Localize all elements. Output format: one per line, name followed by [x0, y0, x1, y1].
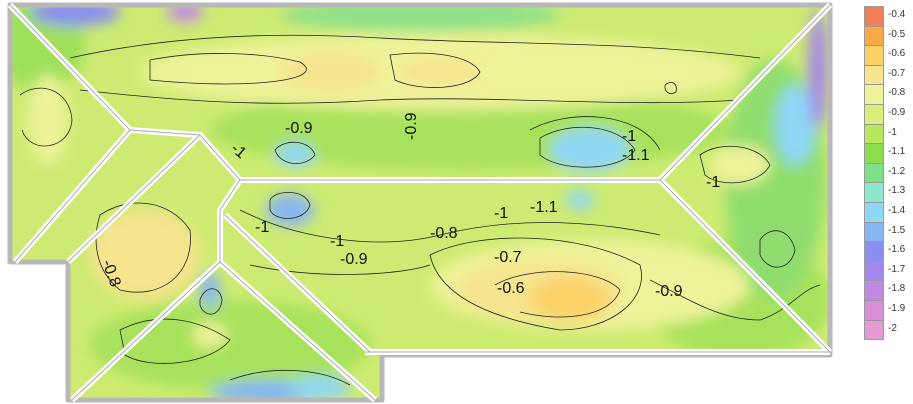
- contour-line: [274, 141, 316, 164]
- contour-label: -1: [494, 205, 508, 222]
- contour-line: [249, 264, 431, 275]
- colorbar-swatch: [864, 45, 884, 66]
- contour-label: -1.1: [530, 199, 558, 216]
- colorbar-swatch: [864, 202, 884, 223]
- contour-line: [494, 271, 621, 318]
- colorbar-tick-label: -1.4: [888, 205, 906, 216]
- colorbar-tick-label: -1.5: [888, 224, 906, 236]
- colorbar-tick-label: -0.5: [888, 28, 906, 40]
- contour-line: [759, 230, 796, 268]
- colorbar-tick-label: -1.3: [888, 185, 906, 197]
- contour-label: -1: [330, 233, 344, 250]
- contour-label: -1: [255, 219, 269, 236]
- colorbar-swatch: [864, 6, 884, 27]
- field-patch: [400, 58, 480, 86]
- contour-lines: [19, 34, 821, 386]
- contour-line: [95, 202, 191, 293]
- colorbar-tick-label: -1: [888, 126, 897, 138]
- field-patch: [30, 5, 120, 26]
- ridge-edge: [224, 214, 371, 353]
- contour-line: [199, 288, 223, 315]
- contour-line: [19, 87, 73, 147]
- contour-label: -0.9: [655, 283, 683, 300]
- colorbar-tick-label: -0.6: [888, 48, 906, 60]
- colorbar-swatch: [864, 143, 884, 164]
- field-patch: [192, 323, 228, 347]
- contour-label: -0.8: [430, 225, 458, 242]
- contour-label: -1.1: [622, 147, 650, 164]
- roof-ridge-edges: [9, 4, 831, 401]
- field-patch: [566, 190, 594, 210]
- field-patch: [90, 210, 200, 300]
- colorbar-tick-label: -1.9: [888, 303, 906, 314]
- colorbar-legend: -0.4 -0.5 -0.6 -0.7 -0.8 -0.9 -1 -1.1 -1.2 -1.3 -1…: [862, 6, 910, 346]
- contour-line: [79, 89, 741, 104]
- field-patch: [290, 376, 350, 400]
- field-patch: [550, 128, 630, 172]
- ridge-edge: [9, 4, 831, 181]
- colorbar-tick-label: -1.8: [888, 283, 906, 295]
- colorbar-swatch: [864, 300, 884, 321]
- contour-labels: -0.9 -0.9 -1 -1 -1.1 -1 -1 -1 -0.9 -0.8 …: [98, 112, 720, 300]
- contour-line: [389, 52, 481, 88]
- roof-perimeter: [7, 2, 833, 403]
- colorbar-swatch: [864, 84, 884, 105]
- ridge-edge: [659, 179, 831, 353]
- ridge-edge: [219, 179, 241, 262]
- field-patch: [775, 85, 815, 165]
- ridge-edge: [14, 129, 131, 263]
- contour-line: [149, 53, 307, 85]
- contour-line: [269, 191, 311, 219]
- colorbar-swatch: [864, 162, 884, 184]
- colorbar-tick-label: -1.7: [888, 263, 906, 275]
- colorbar-tick-label: -1.6: [888, 244, 906, 256]
- colorbar-tick-label: -0.8: [888, 87, 906, 99]
- colorbar-tick-label: -0.7: [888, 67, 906, 79]
- ridge-edge: [67, 134, 201, 263]
- colorbar-swatch: [864, 64, 884, 86]
- colorbar-tick-label: -0.4: [888, 9, 906, 20]
- colorbar-swatch: [864, 123, 884, 145]
- contour-line: [539, 126, 636, 168]
- contour-label: -0.9: [285, 120, 313, 137]
- contour-label: -0.9: [340, 251, 368, 268]
- field-patch: [266, 194, 314, 226]
- colorbar-swatch: [864, 241, 884, 262]
- roof-outline: [7, 2, 833, 403]
- colorbar-swatch: [864, 182, 884, 203]
- colorbar-tick-label: -1.2: [888, 165, 906, 177]
- field-patch: [90, 300, 370, 390]
- field-patch: [808, 10, 828, 130]
- contour-line: [699, 145, 771, 184]
- contour-line: [69, 34, 761, 59]
- contour-line: [229, 369, 351, 386]
- contour-label: -1: [706, 174, 720, 191]
- contour-line: [664, 81, 677, 94]
- ridge-edge: [71, 261, 221, 401]
- colorbar-tick-label: -0.9: [888, 107, 906, 118]
- contour-label: -0.7: [494, 249, 522, 266]
- contour-line: [239, 209, 661, 243]
- contour-line: [429, 237, 642, 331]
- colorbar-swatch: [864, 104, 884, 125]
- colorbar-swatch: [864, 260, 884, 282]
- colorbar-swatch: [864, 280, 884, 301]
- colorbar-swatch: [864, 221, 884, 243]
- field-patch: [530, 278, 610, 322]
- contour-label: -0.9: [403, 112, 420, 140]
- field-patch: [200, 272, 220, 308]
- contour-label: -0.6: [497, 280, 525, 297]
- contour-line: [649, 279, 821, 321]
- field-patch: [280, 52, 380, 92]
- colorbar-tick-label: -1.1: [888, 146, 906, 158]
- colorbar-swatch: [864, 25, 884, 47]
- contour-line: [529, 116, 661, 151]
- field-patch: [710, 145, 770, 185]
- colorbar-tick-label: -2: [888, 322, 897, 334]
- colorbar-swatch: [864, 319, 884, 341]
- ridge-edge: [219, 261, 376, 401]
- contour-label: -1: [622, 128, 636, 145]
